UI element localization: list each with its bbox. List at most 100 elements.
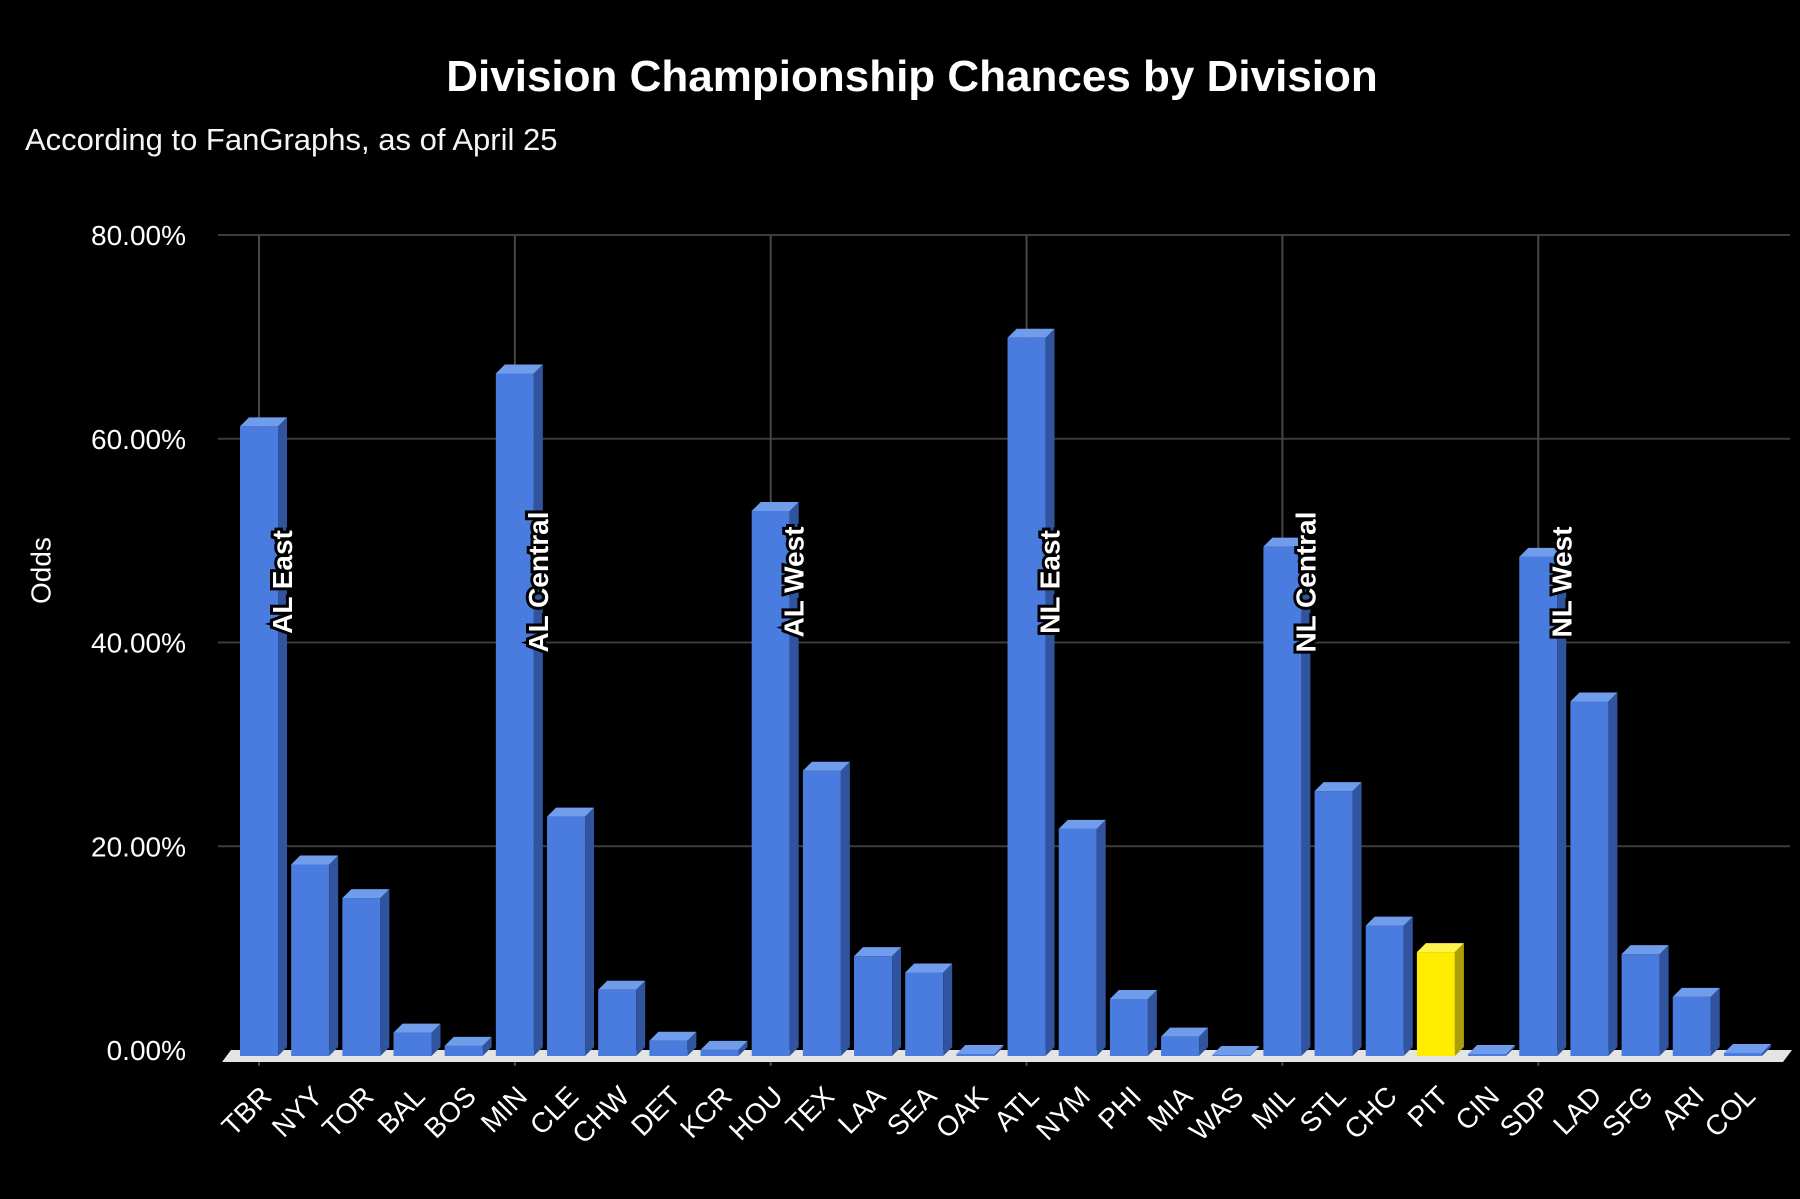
x-tick-label-SFG: SFG [1596, 1080, 1659, 1143]
bar-side-ARI [1710, 987, 1720, 1056]
x-tick-label-COL: COL [1699, 1080, 1762, 1143]
bar-CLE [547, 807, 595, 1056]
division-label-nl-central: NL Central [1290, 511, 1321, 652]
x-tick-label-SDP: SDP [1494, 1080, 1557, 1143]
bar-side-CHW [636, 980, 646, 1056]
bar-LAA [854, 947, 902, 1056]
y-tick-label-60: 60.00% [91, 424, 186, 455]
bar-front-SFG [1621, 954, 1660, 1056]
x-tick-label-SEA: SEA [881, 1080, 943, 1142]
bar-cap-NYY [291, 855, 339, 865]
bar-cap-SDP [1519, 547, 1567, 557]
bar-front-MIN [495, 373, 534, 1056]
bar-cap-CLE [547, 807, 595, 817]
bar-front-ARI [1672, 996, 1711, 1056]
bar-MIN [495, 364, 543, 1056]
x-tick-label-TBR: TBR [216, 1080, 278, 1142]
bar-ATL [1007, 328, 1055, 1056]
bar-side-PIT [1454, 943, 1464, 1056]
bar-cap-LAD [1570, 692, 1618, 702]
x-tick-label-STL: STL [1294, 1080, 1352, 1138]
bar-TOR [342, 889, 390, 1056]
x-tick-label-ARI: ARI [1655, 1080, 1710, 1135]
bar-front-MIA [1161, 1036, 1200, 1056]
y-tick-label-0: 0.00% [107, 1035, 186, 1066]
bar-front-TBR [240, 426, 278, 1057]
bar-side-CIN [1506, 1044, 1516, 1056]
bar-ARI [1672, 987, 1720, 1056]
bar-PHI [1109, 989, 1157, 1056]
x-tick-label-CHW: CHW [566, 1080, 636, 1150]
bar-side-SFG [1659, 945, 1669, 1056]
bar-cap-TOR [342, 889, 390, 899]
bar-cap-SFG [1621, 945, 1669, 955]
bar-cap-STL [1314, 782, 1362, 792]
x-tick-label-NYM: NYM [1030, 1080, 1096, 1146]
bar-front-STL [1314, 791, 1353, 1056]
bar-side-DET [687, 1031, 697, 1056]
x-tick-label-BAL: BAL [371, 1080, 430, 1139]
bar-TBR [240, 417, 287, 1057]
chart-subtitle: According to FanGraphs, as of April 25 [25, 122, 558, 157]
bar-MIA [1161, 1027, 1209, 1056]
bar-cap-HOU [751, 501, 799, 511]
bar-cap-ATL [1007, 328, 1055, 338]
bar-side-WAS [1250, 1045, 1260, 1056]
bar-front-KCR [700, 1049, 739, 1056]
bar-cap-KCR [700, 1040, 748, 1050]
bar-front-TOR [342, 898, 381, 1056]
bar-side-SEA [943, 963, 953, 1056]
x-tick-label-LAD: LAD [1547, 1080, 1607, 1140]
bar-front-BOS [444, 1045, 483, 1056]
division-label-al-east: AL East [267, 530, 298, 634]
x-tick-label-MIN: MIN [475, 1080, 533, 1138]
bar-cap-MIA [1161, 1027, 1209, 1037]
x-tick-label-PIT: PIT [1401, 1080, 1454, 1133]
bar-side-BOS [482, 1036, 492, 1056]
bar-side-ATL [1045, 328, 1055, 1056]
bar-front-DET [649, 1040, 688, 1056]
bar-side-BAL [431, 1023, 441, 1056]
bar-front-NYM [1058, 828, 1097, 1056]
y-tick-label-80: 80.00% [91, 220, 186, 251]
x-tick-label-TEX: TEX [780, 1080, 841, 1141]
bar-front-COL [1723, 1052, 1762, 1056]
bar-NYM [1058, 819, 1106, 1056]
bar-cap-TEX [802, 761, 850, 771]
bar-cap-DET [649, 1031, 697, 1041]
bar-side-SDP [1557, 547, 1567, 1056]
bar-side-CHC [1403, 916, 1413, 1056]
x-tick-label-CIN: CIN [1449, 1080, 1505, 1136]
bar-front-ATL [1007, 337, 1046, 1056]
bar-front-CIN [1468, 1053, 1507, 1056]
bar-side-TEX [840, 761, 850, 1056]
bar-front-LAA [854, 956, 893, 1056]
x-tick-label-CHC: CHC [1338, 1080, 1403, 1145]
x-tick-label-HOU: HOU [723, 1080, 789, 1146]
division-label-nl-east: NL East [1035, 530, 1066, 634]
bar-LAD [1570, 692, 1618, 1056]
bar-BAL [393, 1023, 441, 1056]
bar-CIN [1468, 1044, 1516, 1056]
bars [240, 328, 1771, 1057]
bar-cap-OAK [956, 1044, 1004, 1054]
bar-cap-TBR [240, 417, 287, 427]
bar-side-MIL [1301, 537, 1311, 1056]
bar-DET [649, 1031, 697, 1056]
division-label-nl-west: NL West [1546, 527, 1577, 638]
bar-cap-LAA [854, 947, 902, 957]
bar-side-LAD [1608, 692, 1618, 1056]
bar-front-HOU [751, 510, 790, 1056]
bar-front-MIL [1263, 546, 1302, 1056]
division-label-al-west: AL West [779, 527, 810, 638]
bar-HOU [751, 501, 799, 1056]
bar-cap-NYM [1058, 819, 1106, 829]
bar-cap-CHC [1365, 916, 1413, 926]
bar-side-NYM [1096, 819, 1106, 1056]
bar-side-MIN [533, 364, 543, 1056]
bar-CHW [598, 980, 646, 1056]
y-tick-label-20: 20.00% [91, 831, 186, 862]
bar-side-CLE [585, 807, 595, 1056]
